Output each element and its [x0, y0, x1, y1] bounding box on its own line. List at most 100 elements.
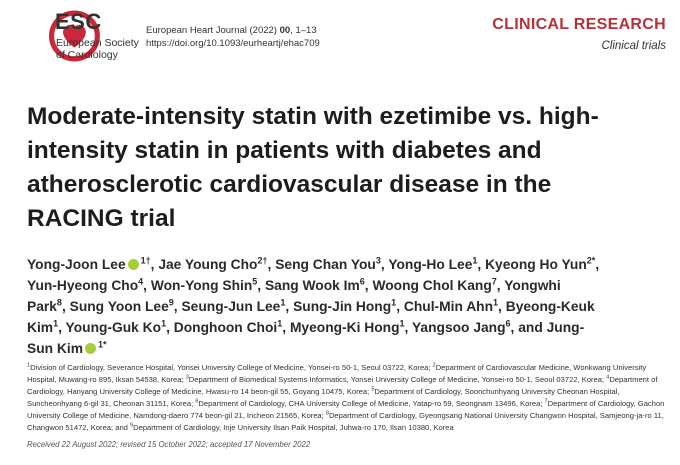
doi-link[interactable]: https://doi.org/10.1093/eurheartj/ehac70…	[146, 38, 320, 49]
author-separator: ,	[166, 320, 170, 335]
author-name: Young-Guk Ko	[65, 320, 162, 335]
author-affiliation-mark: 1	[161, 318, 167, 329]
affiliation: 7Department of Cardiology, Gachon Univer…	[27, 399, 664, 420]
author-separator: ,	[257, 278, 262, 293]
author-separator: ,	[285, 299, 290, 314]
author: Won-Yong Shin5,	[150, 276, 262, 293]
author: Yun-Hyeong Cho4,	[27, 276, 147, 293]
author-affiliation-mark: 6	[505, 318, 511, 329]
journal-name: European Heart Journal (2022)	[146, 25, 277, 36]
affiliation-text: Department of Cardiology, Gyeongsang Nat…	[27, 411, 664, 432]
society-line: European Society	[56, 37, 139, 49]
affiliation-number: 8	[325, 410, 329, 417]
affiliation-number: 2	[432, 362, 436, 369]
society-line: of Cardiology	[56, 49, 118, 61]
affiliation-text: Division of Cardiology, Severance Hospit…	[30, 363, 431, 372]
author-affiliation-mark: 2†	[257, 255, 268, 266]
author-separator: ,	[498, 299, 502, 314]
author: Seng Chan You3,	[275, 255, 385, 272]
orcid-icon	[127, 259, 139, 270]
affiliation: 8Department of Cardiology, Gyeongsang Na…	[27, 411, 664, 432]
esc-logo-icon	[49, 10, 100, 62]
author-affiliation-mark: 3	[375, 255, 381, 266]
journal-pages: , 1–13	[290, 25, 317, 36]
author-separator: ,	[477, 257, 482, 272]
author-affiliation-mark: 9	[168, 297, 174, 308]
affiliation: 3Department of Biomedical Systems Inform…	[186, 375, 604, 384]
author-separator: ,	[58, 320, 62, 335]
article-title: Moderate-intensity statin with ezetimibe…	[27, 103, 599, 232]
author-affiliation-mark: 1	[391, 297, 397, 308]
author-separator: ,	[496, 278, 501, 293]
author-name: Donghoon Choi	[173, 320, 278, 335]
author-affiliation-mark: 1	[53, 318, 59, 329]
author-list: Yong-Joon Lee 1†, Jae Young Cho2†, Seng C…	[27, 254, 602, 359]
author: Yong-Joon Lee 1†,	[27, 255, 154, 272]
author-separator: ,	[380, 257, 385, 272]
author-affiliation-mark: 4	[138, 276, 144, 287]
author-name: Chul-Min Ahn	[403, 299, 494, 314]
affiliation-text: Department of Cardiology, Gachon Univers…	[27, 399, 665, 420]
author-separator: ,	[510, 320, 515, 335]
author-affiliation-mark: 1	[472, 255, 478, 266]
author-name: Byeong-Keuk Kim	[27, 299, 595, 335]
journal-info: European Heart Journal (2022) 00, 1–13 h…	[146, 24, 320, 50]
author: Woong Chol Kang7,	[372, 277, 501, 293]
affiliation-text: Department of Cardiology, Soonchunhyang …	[27, 387, 620, 408]
author-affiliation-mark: 1*	[97, 339, 107, 350]
author-name: Myeong-Ki Hong	[289, 320, 400, 335]
affiliation-number: 3	[185, 374, 189, 381]
author-name: Won-Yong Shin	[150, 278, 253, 293]
author-name: Seung-Jun Lee	[181, 299, 281, 314]
author-name: Yangsoo Jang	[411, 320, 506, 335]
journal-volume: 00	[279, 25, 291, 36]
author: Kyeong Ho Yun2*,	[485, 255, 600, 272]
author-affiliation-mark: 6	[359, 276, 365, 287]
author-name: Sung Yoon Lee	[69, 299, 169, 314]
affiliation-text: Department of Cardiology, CHA University…	[198, 399, 543, 408]
author-separator: ,	[61, 299, 66, 314]
section-label: CLINICAL RESEARCH	[492, 16, 666, 33]
author: Yangsoo Jang6,	[411, 318, 515, 335]
author-affiliation-mark: 5	[252, 276, 258, 287]
affiliation-number: 5	[371, 386, 375, 393]
affiliation: 5Department of Cardiology, Soonchunhyang…	[27, 387, 620, 408]
author-affiliation-mark: 1†	[140, 255, 151, 266]
author-separator: ,	[396, 299, 401, 314]
author-separator: ,	[282, 320, 287, 335]
author-name: Yong-Joon Lee	[27, 257, 126, 272]
author-separator: ,	[595, 257, 600, 272]
author-separator: ,	[143, 278, 147, 293]
author: Donghoon Choi1,	[173, 318, 287, 335]
author-affiliation-mark: 2*	[586, 255, 596, 266]
author-conjunction: and	[518, 320, 543, 335]
affiliation: 6Department of Cardiology, CHA Universit…	[195, 399, 542, 408]
logo-heart	[63, 24, 86, 48]
author: Yongwhi Park8,	[27, 278, 561, 314]
affiliation-text: Department of Biomedical Systems Informa…	[188, 375, 605, 384]
subsection-label: Clinical trials	[601, 40, 666, 52]
affiliation: 4Department of Cardiology, Hanyang Unive…	[27, 375, 657, 396]
author: Sung Yoon Lee9,	[69, 297, 178, 314]
author-separator: ,	[364, 278, 369, 293]
author: Yong-Ho Lee1,	[388, 255, 482, 272]
author-affiliation-mark: 1	[277, 318, 283, 329]
affiliation-number: 6	[195, 398, 199, 405]
author: Byeong-Keuk Kim1,	[27, 299, 595, 335]
affiliation: 2Department of Cardiovascular Medicine, …	[27, 363, 646, 384]
author-name: Yongwhi Park	[27, 278, 561, 314]
affiliation-number: 7	[544, 398, 548, 405]
author-name: Sang Wook Im	[264, 278, 360, 293]
received-dates: Received 22 August 2022; revised 15 Octo…	[27, 440, 311, 449]
author: Sang Wook Im6,	[264, 276, 369, 293]
author-separator: ,	[173, 299, 178, 314]
affiliation: 1Division of Cardiology, Severance Hospi…	[27, 363, 431, 372]
author-name: Jung-Sun Kim	[27, 320, 585, 356]
society-name: European Society of Cardiology	[56, 37, 139, 61]
affiliation-number: 4	[606, 374, 610, 381]
affiliation-text: Department of Cardiology, Inje Universit…	[133, 423, 454, 432]
author: Jae Young Cho2†,	[158, 255, 271, 272]
author: Chul-Min Ahn1,	[403, 298, 502, 314]
